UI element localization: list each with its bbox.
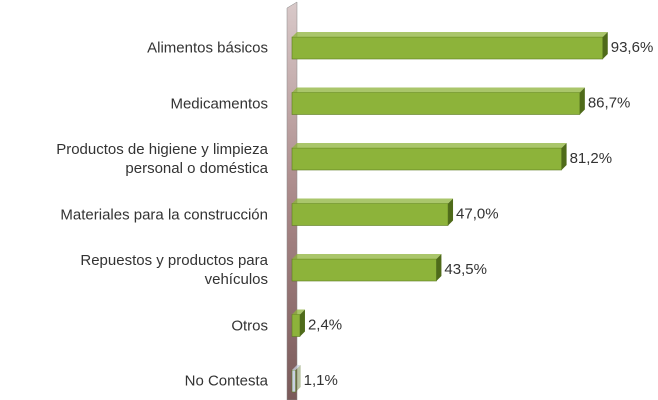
- category-label: Otros: [231, 317, 268, 334]
- bar-side: [579, 87, 585, 115]
- bar-front: [291, 258, 437, 282]
- bar-front: [291, 203, 449, 226]
- bar: [291, 87, 585, 115]
- bar: [291, 143, 567, 171]
- bar-side: [299, 309, 305, 337]
- bar-top: [292, 309, 305, 315]
- category-label: Materiales para la construcción: [60, 206, 268, 223]
- value-label: 93,6%: [611, 39, 654, 56]
- bar-front: [291, 314, 301, 337]
- bar-top: [292, 32, 608, 37]
- bar: [291, 365, 301, 393]
- category-label: Medicamentos: [170, 95, 268, 112]
- category-label: Repuestos y productos para vehículos: [80, 252, 268, 288]
- bar-top: [292, 143, 567, 148]
- bar-side: [602, 32, 608, 59]
- value-label: 43,5%: [444, 261, 487, 278]
- category-label: Productos de higiene y limpieza personal…: [56, 141, 268, 177]
- value-label: 86,7%: [588, 94, 631, 111]
- bar-top: [292, 198, 454, 204]
- bar-front: [291, 92, 581, 115]
- value-label: 2,4%: [308, 316, 342, 333]
- bar-side: [436, 254, 442, 281]
- bar-front: [291, 369, 296, 393]
- bar: [291, 198, 454, 226]
- value-label: 1,1%: [304, 372, 338, 389]
- bar: [291, 32, 608, 60]
- bar-front: [291, 147, 562, 171]
- bar-front: [291, 36, 604, 60]
- bar: [291, 309, 305, 337]
- bar-top: [292, 254, 442, 259]
- bar-side: [295, 365, 301, 392]
- bar-side: [561, 143, 567, 170]
- bar-top: [292, 87, 585, 93]
- value-label: 47,0%: [456, 205, 499, 222]
- bar: [291, 254, 442, 282]
- category-label: No Contesta: [184, 372, 268, 390]
- category-label: Alimentos básicos: [147, 39, 268, 57]
- value-label: 81,2%: [570, 150, 613, 167]
- bar-side: [448, 198, 454, 226]
- bar-top: [292, 365, 301, 370]
